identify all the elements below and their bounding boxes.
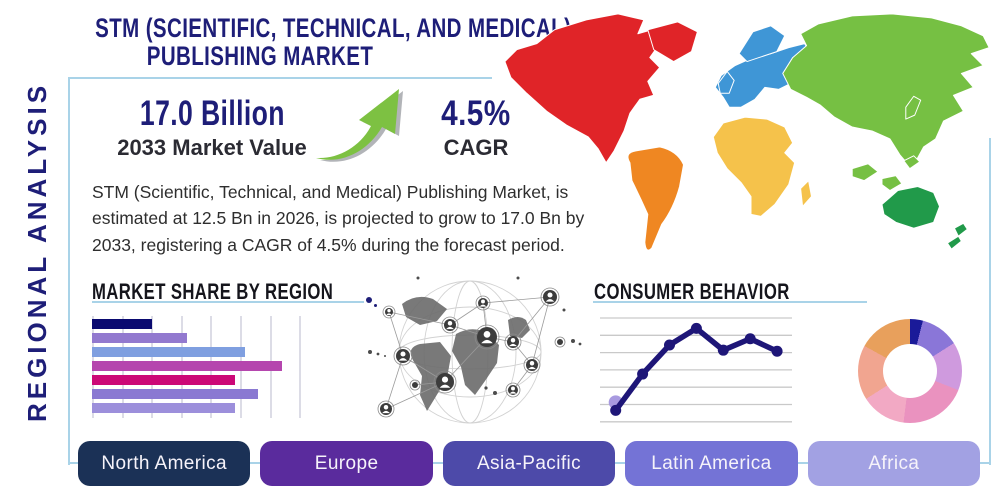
region-buttons-row: North America Europe Asia-Pacific Latin Ame… (78, 441, 981, 486)
globe-user-node-icon (377, 400, 395, 418)
bar-chart-bar (92, 361, 283, 371)
underline-dot-small (374, 304, 377, 307)
globe-network-link (388, 311, 451, 326)
page-title-line2: PUBLISHING MARKET (146, 41, 374, 72)
globe-user-node-icon (475, 295, 491, 311)
map-south-america (627, 146, 685, 251)
donut-chart (858, 319, 962, 423)
bar-chart-bar (92, 375, 235, 385)
map-japan (905, 95, 922, 120)
line-chart-title-underline (593, 301, 867, 303)
market-share-bar-chart (92, 314, 307, 420)
region-button-africa[interactable]: Africa (807, 441, 981, 486)
map-scandinavia (738, 25, 786, 63)
globe-network-illustration (368, 276, 582, 424)
globe-user-node-icon (441, 316, 459, 334)
globe-network-link (482, 296, 551, 304)
bar-chart-bar (92, 389, 258, 399)
region-button-europe[interactable]: Europe (260, 441, 433, 486)
region-button-latin-america[interactable]: Latin America (625, 441, 798, 486)
line-chart-point (744, 333, 756, 345)
cagr-label: CAGR (443, 134, 509, 160)
map-north-america (504, 13, 661, 164)
line-chart-point (664, 339, 675, 351)
globe-user-node-icon (523, 356, 541, 374)
bar-chart-title: MARKET SHARE BY REGION (92, 279, 334, 304)
frame-left-line (68, 77, 70, 465)
world-map (504, 13, 990, 251)
map-new-zealand-north (953, 222, 968, 237)
underline-dot-large (366, 297, 372, 303)
globe-user-node-icon (474, 324, 500, 350)
frame-top-line (68, 77, 492, 79)
globe-user-node-icon (504, 333, 522, 351)
map-island-2 (881, 175, 903, 192)
globe-network-link (531, 296, 551, 366)
map-africa (712, 116, 796, 217)
globe-network-link (444, 336, 488, 383)
bar-chart-bar (92, 333, 188, 343)
line-chart-point (610, 404, 622, 416)
globe-network-link (449, 302, 484, 326)
line-chart-title: CONSUMER BEHAVIOR (594, 279, 790, 304)
consumer-behavior-line-chart (600, 317, 792, 423)
map-uk (717, 70, 735, 94)
map-asia (782, 13, 990, 170)
globe-network-link (388, 311, 404, 357)
region-button-asia-pacific[interactable]: Asia-Pacific (442, 441, 616, 486)
globe-user-node-icon (540, 287, 560, 307)
line-chart-point (771, 345, 783, 357)
bar-chart-bar (92, 403, 235, 413)
market-description: STM (Scientific, Technical, and Medical)… (92, 182, 585, 255)
map-madagascar (800, 180, 813, 207)
market-value-label: 2033 Market Value (117, 134, 307, 160)
page-title: STM (SCIENTIFIC, TECHNICAL, AND MEDICAL)… (20, 14, 571, 72)
globe-user-node-icon (393, 346, 413, 366)
market-value-stat: 17.0 Billion 2033 Market Value (92, 94, 332, 161)
map-island-3 (903, 155, 921, 170)
globe-network-link (512, 296, 551, 343)
growth-arrow-icon (316, 89, 403, 162)
line-chart-point (637, 368, 649, 380)
line-chart-point (717, 344, 729, 356)
map-australia (881, 186, 941, 229)
map-greenland (647, 21, 698, 63)
globe-user-node-icon (382, 305, 396, 319)
globe-user-node-icon (433, 370, 457, 394)
market-value-number: 17.0 Billion (139, 94, 285, 133)
line-chart-point (690, 322, 702, 334)
page-title-line1: STM (SCIENTIFIC, TECHNICAL, AND MEDICAL) (95, 13, 572, 43)
globe-user-node-icon (554, 336, 566, 348)
globe-user-node-icon (505, 382, 521, 398)
bar-chart-gridline (299, 316, 302, 418)
bar-chart-bar (92, 319, 153, 329)
map-island-1 (851, 163, 879, 182)
globe-user-node-icon (409, 379, 421, 391)
cagr-number: 4.5% (441, 94, 511, 133)
bar-chart-bar (92, 347, 246, 357)
cagr-stat: 4.5% CAGR (426, 94, 526, 161)
bar-chart-title-underline (92, 301, 364, 303)
donut-hole (883, 344, 937, 398)
region-button-north-america[interactable]: North America (78, 441, 251, 486)
frame-right-line (989, 138, 991, 465)
map-new-zealand-south (946, 235, 962, 250)
regional-analysis-vertical-label: REGIONAL ANALYSIS (22, 81, 52, 423)
